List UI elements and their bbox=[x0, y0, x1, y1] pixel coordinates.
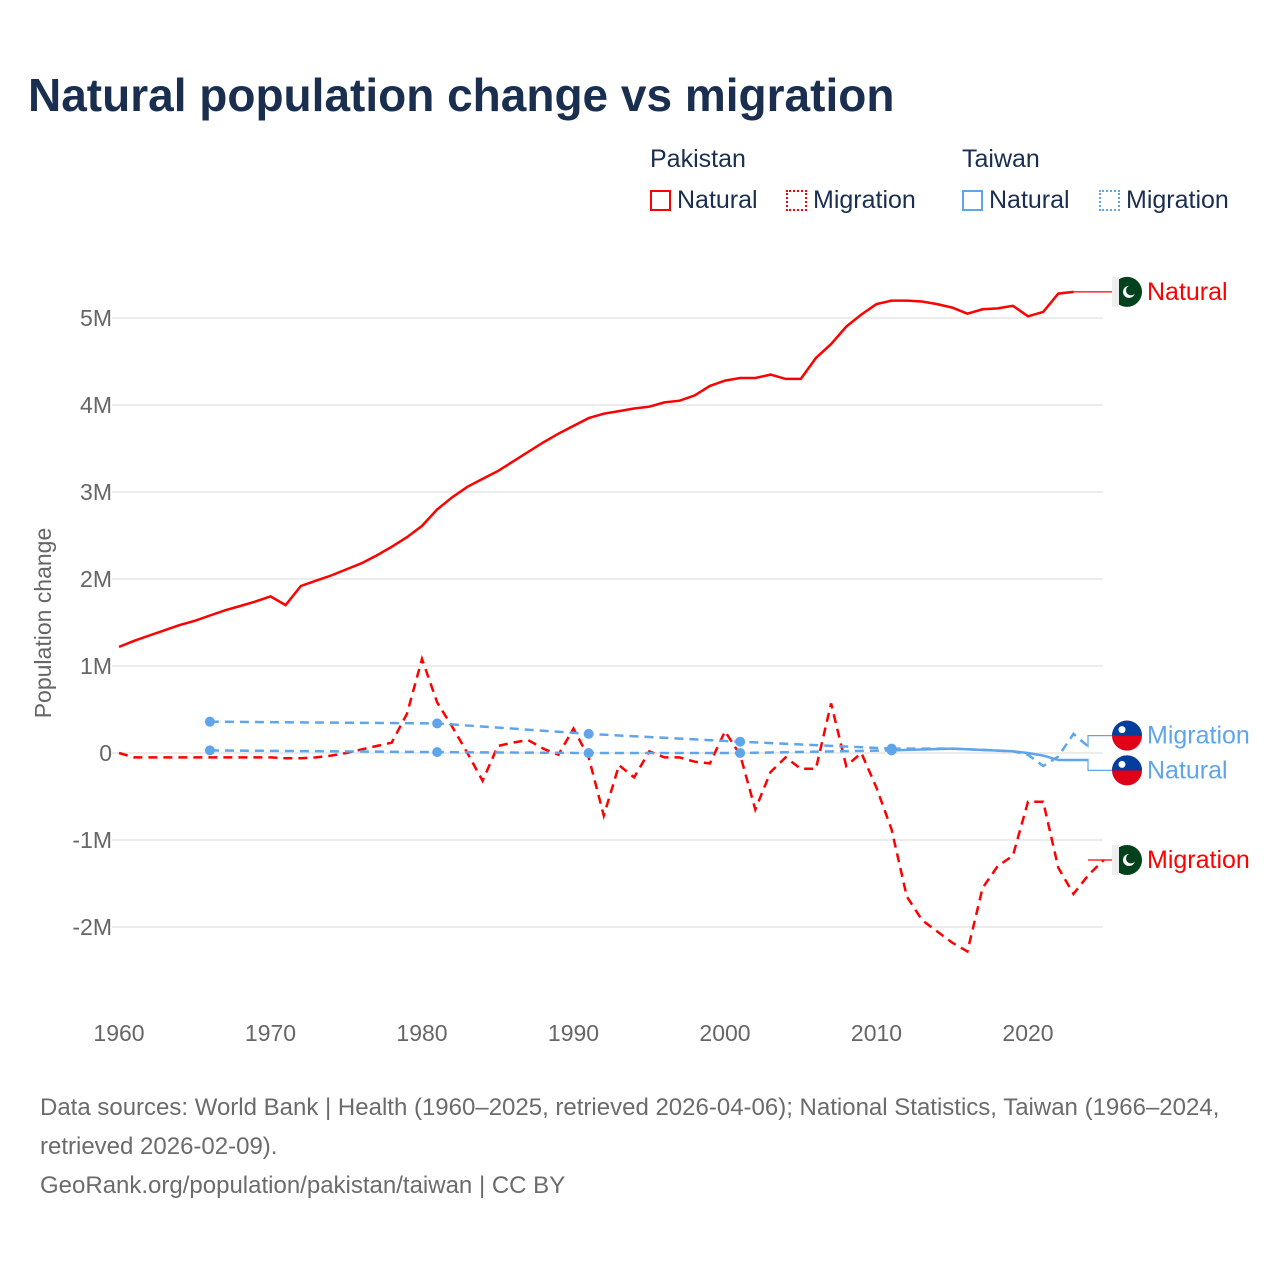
flag-band bbox=[1112, 276, 1119, 307]
crescent-cut bbox=[1126, 285, 1136, 296]
y-tick-label: 5M bbox=[80, 305, 112, 331]
label-connector bbox=[1087, 734, 1112, 748]
data-point bbox=[583, 728, 594, 739]
solid-swatch-icon bbox=[650, 190, 671, 211]
x-tick-label: 2010 bbox=[851, 1020, 902, 1046]
source-note: Data sources: World Bank | Health (1960–… bbox=[40, 1088, 1260, 1205]
pakistan-flag-icon bbox=[1112, 276, 1142, 307]
taiwan-flag-icon bbox=[1112, 720, 1142, 751]
end-label-undefined: Migration bbox=[1147, 846, 1250, 874]
y-tick-label: -2M bbox=[72, 914, 112, 940]
solid-swatch-icon bbox=[962, 190, 983, 211]
end-label-undefined: Migration bbox=[1147, 722, 1250, 750]
x-tick-label: 2000 bbox=[699, 1020, 750, 1046]
dotted-swatch-icon bbox=[1099, 190, 1120, 211]
taiwan-flag-icon bbox=[1112, 755, 1142, 786]
y-tick-label: 1M bbox=[80, 653, 112, 679]
y-tick-label: 3M bbox=[80, 479, 112, 505]
x-tick-label: 2020 bbox=[1002, 1020, 1053, 1046]
series-line bbox=[118, 654, 1105, 954]
data-point bbox=[432, 747, 443, 758]
series-line bbox=[891, 732, 1090, 768]
data-point bbox=[886, 743, 897, 754]
data-point bbox=[432, 718, 443, 729]
crescent-cut bbox=[1126, 853, 1136, 864]
y-tick-label: 2M bbox=[80, 566, 112, 592]
y-tick-label: 0 bbox=[99, 740, 112, 766]
source-link[interactable]: GeoRank.org/population/pakistan/taiwan |… bbox=[40, 1172, 566, 1199]
x-tick-label: 1970 bbox=[245, 1020, 296, 1046]
end-label-undefined: Natural bbox=[1147, 756, 1228, 784]
data-point bbox=[735, 736, 746, 747]
sun-icon bbox=[1118, 760, 1126, 768]
flag-canton bbox=[1112, 720, 1142, 736]
source-text: Data sources: World Bank | Health (1960–… bbox=[40, 1094, 1220, 1160]
legend-taiwan-migration[interactable]: Migration bbox=[1099, 186, 1229, 215]
pakistan-flag-icon bbox=[1112, 845, 1142, 876]
legend-pakistan-natural[interactable]: Natural bbox=[650, 186, 758, 215]
label-connector bbox=[1087, 759, 1112, 772]
series-line-sparse bbox=[209, 720, 892, 750]
legend-label: Natural bbox=[677, 186, 758, 214]
x-tick-label: 1990 bbox=[548, 1020, 599, 1046]
y-tick-label: 4M bbox=[80, 392, 112, 418]
y-axis-label: Population change bbox=[30, 528, 56, 719]
chart-title: Natural population change vs migration bbox=[28, 69, 895, 121]
legend-label: Migration bbox=[1126, 186, 1229, 214]
y-tick-label: -1M bbox=[72, 827, 112, 853]
flag-band bbox=[1112, 845, 1119, 876]
sun-icon bbox=[1118, 726, 1126, 734]
legend-group-pakistan: Pakistan bbox=[650, 145, 746, 173]
data-point bbox=[735, 748, 746, 758]
plot-area: -2M -1M 0 1M 2M 3M 4M 5M 1960 1970 1980 1990 2000 201… bbox=[30, 276, 1250, 1046]
legend-pakistan-migration[interactable]: Migration bbox=[786, 186, 916, 215]
data-point bbox=[204, 716, 215, 727]
series-line bbox=[891, 747, 1089, 762]
data-point bbox=[204, 745, 215, 756]
flag-canton bbox=[1112, 755, 1142, 771]
legend-label: Natural bbox=[989, 186, 1070, 214]
x-tick-label: 1980 bbox=[396, 1020, 447, 1046]
legend-group-taiwan: Taiwan bbox=[962, 145, 1040, 173]
series-line bbox=[118, 290, 1074, 649]
legend-label: Migration bbox=[813, 186, 916, 214]
x-tick-label: 1960 bbox=[93, 1020, 144, 1046]
end-label-undefined: Natural bbox=[1147, 278, 1228, 306]
dotted-swatch-icon bbox=[786, 190, 807, 211]
data-point bbox=[583, 748, 594, 758]
legend-taiwan-natural[interactable]: Natural bbox=[962, 186, 1070, 215]
